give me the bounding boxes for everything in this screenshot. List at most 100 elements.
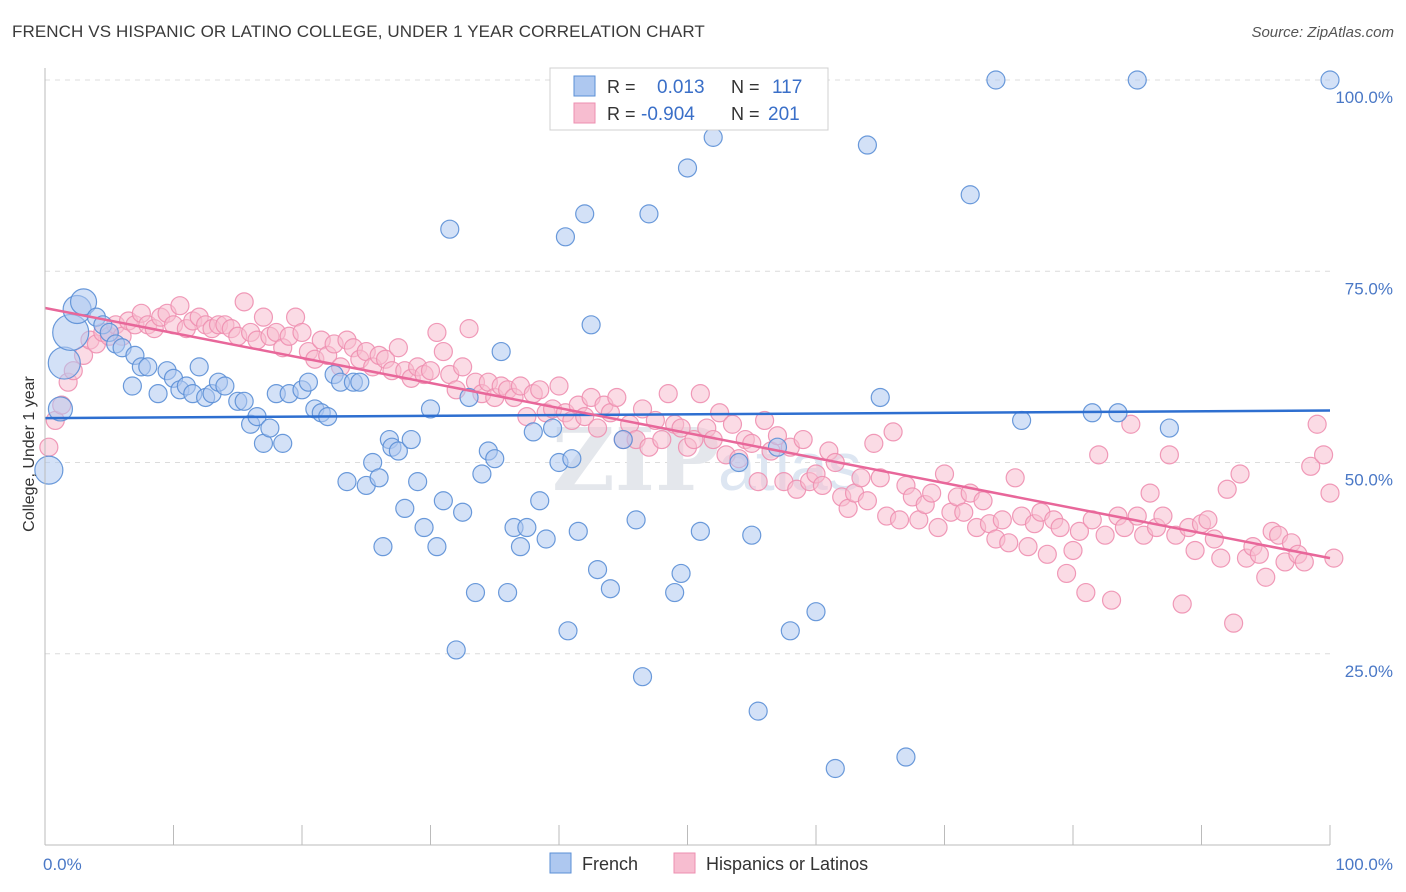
y-tick-label-50: 50.0% <box>1345 471 1393 490</box>
x-tick-label-0: 0.0% <box>43 855 82 874</box>
french-point <box>337 472 357 492</box>
correlation-legend: R = 0.013 N = 117 R = -0.904 N = 201 <box>549 67 829 131</box>
legend-r-value-french: 0.013 <box>657 77 705 98</box>
hispanic-point <box>1224 613 1244 633</box>
hispanic-point <box>170 296 190 316</box>
french-point <box>896 747 916 767</box>
y-tick-label-100: 100.0% <box>1335 88 1393 107</box>
hispanic-point <box>39 437 59 457</box>
french-point <box>558 621 578 641</box>
legend-n-label-hispanic: N = <box>731 104 760 124</box>
french-point <box>1320 70 1340 90</box>
legend-swatch-french <box>573 75 596 97</box>
french-point <box>122 376 142 396</box>
hispanic-point <box>973 491 993 511</box>
french-point <box>677 158 698 178</box>
french-point <box>703 127 723 147</box>
french-point <box>665 582 685 603</box>
hispanic-trend-line <box>44 306 1331 560</box>
hispanic-point <box>530 380 550 400</box>
grid-layer: 25.0% 50.0% 75.0% 100.0% <box>45 79 1393 681</box>
french-point <box>189 357 209 377</box>
hispanic-point <box>1307 414 1327 434</box>
french-point <box>986 70 1006 90</box>
hispanic-point <box>1217 479 1237 499</box>
hispanic-point <box>793 429 813 450</box>
hispanic-point <box>864 433 884 453</box>
hispanic-point <box>722 414 743 434</box>
hispanic-point <box>754 410 775 431</box>
hispanic-point <box>1301 456 1321 476</box>
french-point <box>960 185 980 205</box>
french-point <box>870 387 890 408</box>
y-tick-label-75: 75.0% <box>1345 279 1393 298</box>
hispanic-point <box>1256 567 1276 587</box>
hispanic-point <box>1211 548 1231 568</box>
french-point <box>453 502 473 522</box>
trend-lines-layer <box>44 306 1331 560</box>
hispanic-point <box>922 483 942 503</box>
french-point <box>465 582 486 603</box>
hispanic-point <box>1204 529 1224 549</box>
bottom-legend-label-french: French <box>582 854 638 874</box>
french-point <box>671 563 691 584</box>
hispanic-point <box>934 464 955 484</box>
french-point <box>485 449 505 469</box>
hispanic-point <box>1313 445 1334 465</box>
hispanic-point <box>587 418 608 438</box>
hispanic-point <box>992 510 1012 530</box>
hispanic-point <box>427 322 447 343</box>
french-point <box>587 559 608 580</box>
hispanic-point <box>1121 414 1141 434</box>
bottom-legend-swatch-french <box>549 852 572 874</box>
french-point <box>690 521 710 541</box>
french-point <box>440 219 460 239</box>
hispanic-point <box>1294 552 1314 572</box>
french-point <box>1159 418 1179 438</box>
french-point <box>600 579 621 599</box>
french-point <box>555 227 576 247</box>
hispanic-point <box>1063 540 1083 561</box>
legend-n-value-hispanic: 201 <box>768 104 800 125</box>
french-point <box>420 399 441 419</box>
french-point <box>427 537 447 557</box>
french-point <box>857 135 878 155</box>
hispanic-point <box>420 361 441 381</box>
french-point <box>729 452 749 473</box>
hispanic-point <box>1018 537 1038 557</box>
hispanic-point <box>883 422 903 442</box>
french-point <box>523 422 543 442</box>
french-point <box>47 396 74 422</box>
french-point <box>350 372 370 392</box>
french-point <box>459 387 479 408</box>
hispanic-point <box>851 468 871 488</box>
french-point <box>260 418 280 438</box>
hispanic-point <box>1159 445 1179 465</box>
french-point <box>767 437 788 457</box>
french-point <box>530 491 550 511</box>
hispanic-point <box>857 491 878 511</box>
french-point <box>395 498 415 518</box>
french-point <box>47 346 81 380</box>
legend-n-label-french: N = <box>731 77 760 97</box>
axis-layer: 0.0% 100.0% <box>43 68 1393 874</box>
french-point <box>498 582 518 603</box>
hispanic-point <box>1153 506 1173 526</box>
hispanic-point <box>234 292 254 312</box>
hispanic-point <box>1037 544 1057 564</box>
french-point <box>517 517 537 538</box>
legend-r-label-hispanic: R = <box>607 104 636 124</box>
bottom-legend-swatch-hispanic <box>673 852 696 874</box>
hispanic-point <box>1320 483 1340 503</box>
french-point <box>562 449 582 469</box>
hispanic-point <box>658 384 678 404</box>
legend-swatch-hispanic <box>573 102 596 124</box>
french-point <box>536 529 556 549</box>
french-point <box>825 758 845 779</box>
french-point <box>568 521 588 541</box>
hispanic-point <box>459 319 479 339</box>
french-point <box>388 441 408 461</box>
french-point <box>273 433 293 453</box>
french-point <box>472 464 492 484</box>
